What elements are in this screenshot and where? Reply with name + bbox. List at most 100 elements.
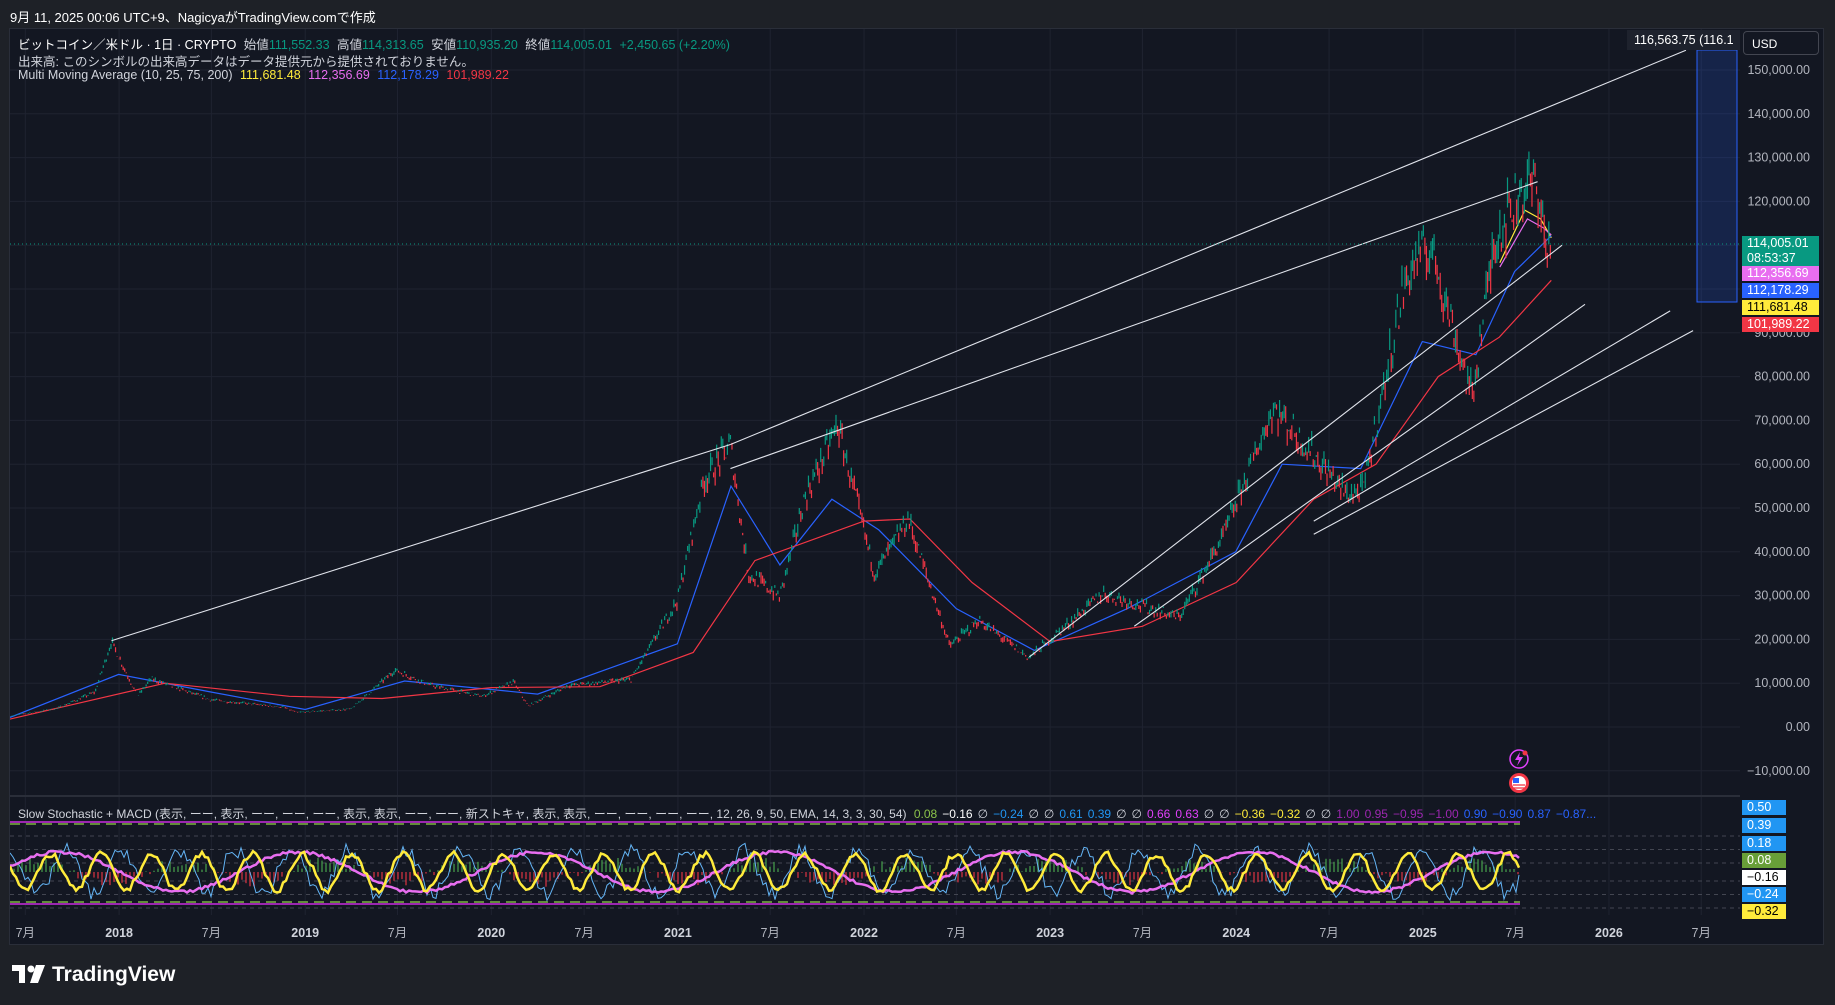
- oscillator-tag: 0.39: [1742, 818, 1786, 833]
- price-tick-label: 140,000.00: [1747, 107, 1810, 121]
- oscillator-value: −1.00: [1428, 807, 1459, 821]
- oscillator-value: 1.00: [1336, 807, 1360, 821]
- price-tag: 112,178.29: [1742, 283, 1819, 298]
- time-tick-label: 7月: [1505, 926, 1524, 940]
- tradingview-logo[interactable]: TradingView: [12, 962, 175, 988]
- stoch-slow-line: [10, 849, 1520, 895]
- price-tick-label: 30,000.00: [1754, 589, 1810, 603]
- oscillator-tag: 0.50: [1742, 800, 1786, 815]
- ma200-line: [10, 279, 1552, 720]
- oscillator-value: ∅: [1116, 807, 1127, 821]
- price-tag: 114,005.01 08:53:37: [1742, 236, 1819, 266]
- trendline[interactable]: [1028, 244, 1563, 658]
- oscillator-value: 0.95: [1364, 807, 1388, 821]
- low-label: 安値: [431, 38, 457, 52]
- trendline[interactable]: [730, 181, 1538, 470]
- ma10-line: [1499, 209, 1552, 263]
- oscillator-value: −0.95: [1392, 807, 1424, 821]
- price-tag: 112,356.69: [1742, 266, 1819, 281]
- time-tick-label: 7月: [1133, 926, 1152, 940]
- oscillator-value: ∅: [1203, 807, 1215, 821]
- price-axis[interactable]: 150,000.00 140,000.00 130,000.00 120,000.00…: [1747, 63, 1810, 778]
- time-tick-label: 2018: [105, 926, 133, 940]
- oscillator-value: −0.87...: [1555, 807, 1597, 821]
- moving-averages: [10, 209, 1552, 720]
- price-tick-label: 130,000.00: [1747, 151, 1810, 165]
- price-tick-label: 0.00: [1786, 720, 1810, 734]
- price-tick-label: 70,000.00: [1754, 413, 1810, 427]
- oscillator-value: ∅: [977, 807, 989, 821]
- trendline[interactable]: [1133, 303, 1586, 627]
- trendline[interactable]: [730, 49, 1687, 445]
- stoch-fast-line: [10, 841, 1520, 902]
- oscillator-pane: [10, 821, 1740, 909]
- high-value: 114,313.65: [362, 38, 424, 52]
- trendline[interactable]: [1313, 330, 1694, 535]
- price-tick-label: 10,000.00: [1754, 676, 1810, 690]
- price-tick-label: 150,000.00: [1747, 63, 1810, 77]
- price-tick-label: 40,000.00: [1754, 545, 1810, 559]
- oscillator-value: 0.08: [913, 807, 938, 821]
- oscillator-tag: −0.24: [1742, 887, 1786, 902]
- high-label: 高値: [337, 38, 363, 52]
- open-value: 111,552.33: [268, 38, 330, 52]
- oscillator-value: ∅: [1028, 807, 1039, 821]
- mma-legend[interactable]: Multi Moving Average (10, 25, 75, 200) 1…: [18, 68, 513, 82]
- time-tick-label: 7月: [1692, 926, 1711, 940]
- oscillator-value: 0.87: [1527, 807, 1551, 821]
- oscillator-value: −0.16: [942, 807, 973, 821]
- oscillator-value: −0.32: [1269, 807, 1301, 821]
- close-label: 終値: [525, 38, 551, 52]
- close-value: 114,005.01: [550, 38, 612, 52]
- lightning-event-icon[interactable]: [1509, 749, 1529, 769]
- time-tick-label: 2019: [291, 926, 319, 940]
- time-tick-label: 2020: [477, 926, 505, 940]
- oscillator-value: −0.90: [1492, 807, 1523, 821]
- oscillator-value: ∅: [1219, 807, 1230, 821]
- price-tick-label: 20,000.00: [1754, 632, 1810, 646]
- oscillator-value: ∅: [1131, 807, 1142, 821]
- oscillator-value: 0.61: [1059, 807, 1083, 821]
- time-axis[interactable]: 7月 2018 7月 2019 7月 2020 7月 2021 7月 2022 7月 2023 7月 20…: [16, 926, 1711, 940]
- snapshot-title: 9月 11, 2025 00:06 UTC+9、NagicyaがTradingV…: [10, 10, 376, 25]
- symbol-name: ビットコイン／米ドル · 1日 · CRYPTO: [18, 38, 237, 52]
- oscillator-tag: 0.08: [1742, 853, 1786, 868]
- mma-value-75: 112,178.29: [377, 68, 439, 82]
- time-tick-label: 2021: [664, 926, 692, 940]
- top-bar: 9月 11, 2025 00:06 UTC+9、NagicyaがTradingV…: [0, 0, 1835, 28]
- price-tick-label: 60,000.00: [1754, 457, 1810, 471]
- oscillator-values: 0.08 −0.16 ∅ −0.24 ∅ ∅ 0.61 0.39 ∅ ∅ 0.66 0.63 ∅ ∅ −0.…: [914, 807, 1601, 821]
- time-tick-label: 2024: [1222, 926, 1250, 940]
- time-tick-label: 2022: [850, 926, 878, 940]
- time-tick-label: 7月: [947, 926, 966, 940]
- time-tick-label: 7月: [1319, 926, 1338, 940]
- oscillator-label: Slow Stochastic + MACD (表示, ーー, 表示, ーー, …: [18, 807, 907, 821]
- price-tag: 101,989.22: [1742, 317, 1819, 332]
- oscillator-value: 0.66: [1146, 807, 1171, 821]
- oscillator-tag: −0.16: [1742, 870, 1786, 885]
- price-tag: 111,681.48: [1742, 300, 1819, 315]
- time-tick-label: 7月: [760, 926, 779, 940]
- us-flag-event-icon[interactable]: [1509, 773, 1529, 793]
- crosshair-price-label: 116,563.75 (116.1: [1627, 30, 1740, 50]
- symbol-legend[interactable]: ビットコイン／米ドル · 1日 · CRYPTO 始値111,552.33 高値…: [18, 34, 734, 53]
- mma-label: Multi Moving Average (10, 25, 75, 200): [18, 68, 233, 82]
- currency-button[interactable]: USD: [1743, 31, 1819, 55]
- time-tick-label: 2026: [1595, 926, 1623, 940]
- time-tick-label: 2025: [1409, 926, 1437, 940]
- trendline[interactable]: [111, 443, 731, 642]
- tradingview-logo-text: TradingView: [52, 963, 176, 986]
- oscillator-value: −0.36: [1234, 807, 1265, 821]
- trendlines[interactable]: [111, 49, 1694, 658]
- oscillator-value: ∅: [1320, 807, 1332, 821]
- projection-range-box[interactable]: [1696, 49, 1738, 303]
- oscillator-value: 0.39: [1087, 807, 1112, 821]
- oscillator-value: ∅: [1305, 807, 1316, 821]
- volume-note: 出来高: このシンボルの出来高データはデータ提供元から提供されておりません。: [18, 51, 478, 70]
- ma75-line: [10, 235, 1552, 718]
- trendline[interactable]: [1313, 310, 1671, 522]
- oscillator-legend[interactable]: Slow Stochastic + MACD (表示, ーー, 表示, ーー, …: [18, 805, 1605, 822]
- price-tick-label: 80,000.00: [1754, 370, 1810, 384]
- price-tick-label: −10,000.00: [1747, 764, 1810, 778]
